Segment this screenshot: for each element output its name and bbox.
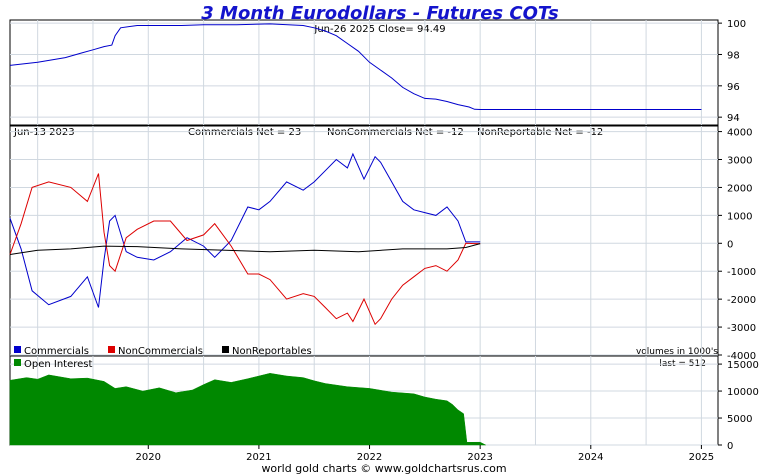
y-tick-label: 2000 (727, 183, 752, 194)
y-tick-label: 1000 (727, 211, 752, 222)
price-panel: Jun-26 2025 Close= 94.49 100 98 96 94 (9, 19, 746, 126)
y-tick-label: 0 (727, 441, 733, 452)
legend-nonreportables-label: NonReportables (232, 346, 312, 357)
panel-frame (9, 19, 719, 126)
cot-header-noncommercials: NonCommercials Net = -12 (327, 127, 464, 138)
y-tick-label: -4000 (727, 351, 756, 362)
y-tick-label: 4000 (727, 128, 752, 139)
y-tick-label: -3000 (727, 323, 756, 334)
y-tick-label: 94 (727, 113, 740, 124)
cot-header-nonreportables: NonReportable Net = -12 (477, 127, 603, 138)
cot-header-commercials: Commercials Net = 23 (188, 127, 301, 138)
noncommercials-line (9, 173, 481, 326)
legend-open-interest-swatch (14, 359, 21, 366)
legend-nonreportables-swatch (222, 346, 229, 353)
cot-header-date: Jun-13 2023 (13, 127, 75, 138)
x-tick-label: 2025 (689, 452, 714, 463)
legend-noncommercials-swatch (108, 346, 115, 353)
y-tick-label: -1000 (727, 267, 756, 278)
price-close-annotation: Jun-26 2025 Close= 94.49 (313, 24, 445, 35)
y-tick-label: 15000 (727, 360, 759, 371)
y-tick-label: 100 (727, 19, 746, 30)
x-tick-label: 2023 (467, 452, 492, 463)
y-tick-label: 0 (727, 239, 733, 250)
x-tick-label: 2022 (357, 452, 382, 463)
x-tick-label: 2024 (578, 452, 603, 463)
nonreportables-line (9, 243, 481, 255)
panel-frame (9, 125, 719, 356)
legend-open-interest-label: Open Interest (24, 359, 93, 370)
y-tick-label: -2000 (727, 295, 756, 306)
legend-commercials-swatch (14, 346, 21, 353)
price-line (9, 23, 702, 110)
y-tick-label: 5000 (727, 414, 752, 425)
y-tick-label: 10000 (727, 387, 759, 398)
y-tick-label: 98 (727, 50, 740, 61)
footer-credit: world gold charts © www.goldchartsrus.co… (261, 462, 506, 475)
x-axis: 2020 2021 2022 2023 2024 2025 (136, 445, 714, 463)
cot-panel: Jun-13 2023 Commercials Net = 23 NonComm… (9, 125, 756, 362)
legend-commercials-label: Commercials (24, 346, 89, 357)
volume-units-note: volumes in 1000's (636, 347, 718, 357)
commercials-line (9, 152, 481, 308)
y-tick-label: 96 (727, 82, 740, 93)
open-interest-area (9, 373, 486, 446)
chart-title: 3 Month Eurodollars - Futures COTs (201, 3, 559, 24)
x-tick-label: 2020 (136, 452, 161, 463)
x-tick-label: 2021 (246, 452, 271, 463)
y-tick-label: 3000 (727, 156, 752, 167)
legend-noncommercials-label: NonCommercials (118, 346, 203, 357)
